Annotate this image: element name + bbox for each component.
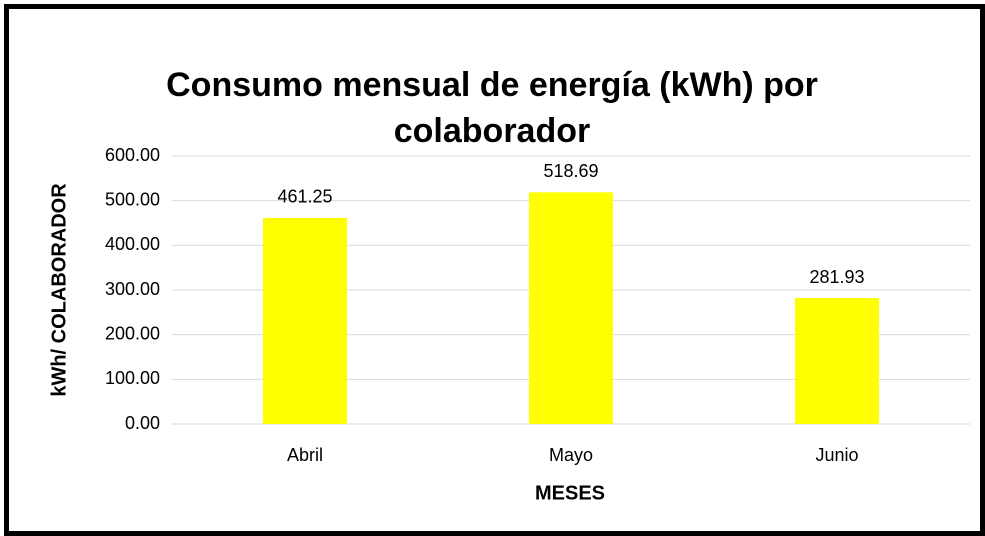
bar: [263, 217, 347, 424]
data-label: 461.25: [277, 187, 332, 207]
data-label: 518.69: [543, 161, 598, 181]
y-tick-label: 300.00: [105, 279, 160, 299]
y-tick-label: 600.00: [105, 145, 160, 165]
bar: [529, 192, 613, 424]
x-tick-label: Junio: [815, 445, 858, 465]
y-axis-label: kWh/ COLABORADOR: [48, 183, 70, 397]
x-tick-label: Abril: [287, 445, 323, 465]
y-tick-label: 500.00: [105, 189, 160, 209]
chart-border: [4, 4, 985, 536]
y-tick-label: 400.00: [105, 234, 160, 254]
x-axis-label: MESES: [535, 482, 605, 504]
y-tick-label: 200.00: [105, 323, 160, 343]
x-tick-label: Mayo: [549, 445, 593, 465]
chart-title: Consumo mensual de energía (kWh) por col…: [166, 66, 818, 150]
bar: [795, 298, 879, 424]
y-tick-label: 100.00: [105, 368, 160, 388]
y-tick-label: 0.00: [125, 413, 160, 433]
data-label: 281.93: [809, 267, 864, 287]
